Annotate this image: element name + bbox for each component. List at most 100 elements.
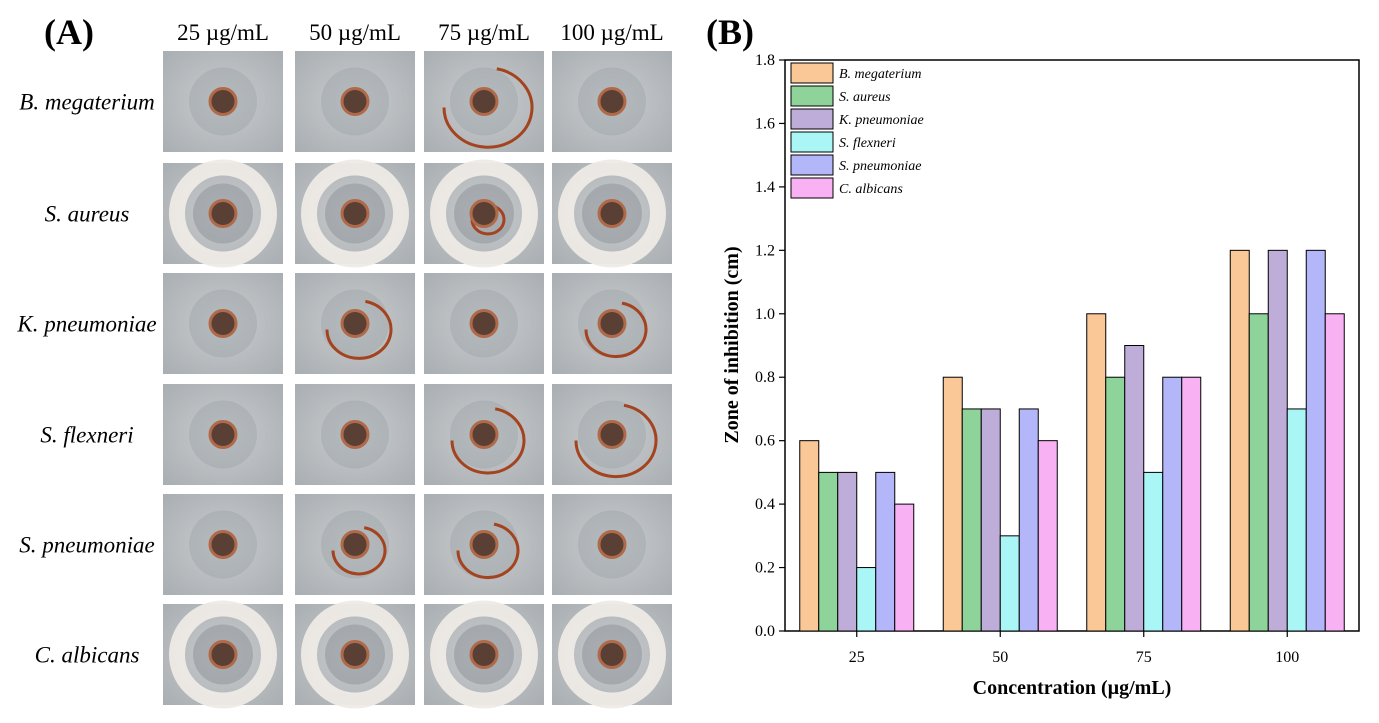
- sample-disc: [597, 420, 627, 449]
- legend-label: S. pneumoniae: [839, 159, 921, 174]
- plate-cell: [163, 159, 283, 268]
- row-label: K. pneumoniae: [16, 312, 156, 337]
- bar: [1286, 408, 1307, 632]
- legend-swatch: [790, 131, 834, 153]
- plot-frame: [784, 59, 1360, 632]
- bar: [1037, 440, 1058, 632]
- concentration-headers: 25 µg/mL 50 µg/mL 75 µg/mL 100 µg/mL: [177, 20, 664, 45]
- plate-cell: [163, 494, 283, 595]
- sample-disc: [469, 309, 499, 338]
- bar: [894, 503, 915, 632]
- legend-label: K. pneumoniae: [838, 113, 924, 128]
- y-tick-label: 1.2: [755, 242, 775, 259]
- bar: [875, 471, 896, 632]
- row-label: B. megaterium: [19, 90, 154, 115]
- plate-cell: [552, 273, 672, 374]
- legend-swatch: [790, 62, 834, 84]
- bar: [1181, 376, 1202, 632]
- sample-disc: [469, 420, 499, 449]
- legend-swatch: [790, 154, 834, 176]
- plate-cell: [424, 600, 544, 709]
- plate-cell: [552, 494, 672, 595]
- bar: [799, 440, 820, 632]
- sample-disc: [208, 420, 238, 449]
- organism-labels: B. megaterium S. aureus K. pneumoniae S. fl…: [16, 90, 156, 668]
- sample-disc: [597, 87, 627, 116]
- stain-ring: [584, 301, 648, 358]
- row-label: S. flexneri: [40, 423, 133, 448]
- sample-disc: [340, 309, 370, 338]
- sample-disc: [340, 420, 370, 449]
- bar: [1018, 408, 1039, 632]
- y-tick-label: 0.6: [755, 433, 775, 450]
- sample-disc: [208, 87, 238, 116]
- x-axis: 25 50 75 100: [849, 631, 1299, 666]
- stain-ring: [450, 407, 526, 475]
- panel-a: (A) 25 µg/mL 50 µg/mL 75 µg/mL 100 µg/mL B.…: [16, 12, 672, 709]
- sample-disc: [208, 640, 238, 669]
- sample-disc: [208, 199, 238, 228]
- bar: [999, 535, 1020, 632]
- x-tick-label: 25: [849, 649, 865, 666]
- plate-cell: [552, 600, 672, 709]
- sample-disc: [208, 309, 238, 338]
- inhibition-halo: [169, 159, 277, 268]
- legend-swatch: [790, 177, 834, 199]
- bar: [1248, 313, 1269, 632]
- row-label: S. pneumoniae: [19, 533, 154, 558]
- x-tick-label: 75: [1136, 649, 1152, 666]
- legend-label: B. megaterium: [839, 67, 921, 82]
- stain-ring: [574, 403, 658, 479]
- legend: B. megaterium S. aureus K. pneumoniae S. fl…: [790, 62, 924, 199]
- plate-cell: [424, 51, 544, 152]
- legend-label: S. aureus: [839, 90, 891, 105]
- sample-disc: [208, 530, 238, 559]
- x-tick-label: 100: [1275, 649, 1299, 666]
- legend-label: S. flexneri: [839, 136, 896, 151]
- row-label: S. aureus: [45, 202, 130, 227]
- bar: [818, 471, 839, 632]
- y-tick-label: 0.0: [755, 623, 775, 640]
- stain-ring: [470, 203, 506, 236]
- y-tick-label: 1.6: [755, 115, 775, 132]
- row-label: C. albicans: [35, 643, 140, 668]
- bar-series: [799, 249, 1345, 632]
- plate-cell: [295, 159, 415, 268]
- bar: [1086, 313, 1107, 632]
- panel-b: (B) 0.0 0.2 0.4 0.6 0.8 1.0 1.2 1.4 1.6 1.8 25 50 7…: [706, 12, 1360, 699]
- inhibition-halo: [301, 159, 409, 268]
- legend-swatch: [790, 85, 834, 107]
- sample-disc: [340, 199, 370, 228]
- stain-ring: [456, 522, 520, 579]
- stain-ring: [442, 67, 534, 149]
- plate-grid: [163, 51, 672, 709]
- plate-cell: [424, 159, 544, 268]
- sample-disc: [340, 87, 370, 116]
- bar: [1143, 471, 1164, 632]
- plate-cell: [552, 51, 672, 152]
- inhibition-halo: [301, 600, 409, 709]
- y-axis-title: Zone of inhibition (cm): [721, 246, 743, 443]
- inhibition-halo: [430, 159, 538, 268]
- sample-disc: [597, 199, 627, 228]
- y-tick-label: 1.8: [755, 52, 775, 69]
- panel-a-label: (A): [44, 12, 94, 52]
- sample-disc: [340, 640, 370, 669]
- sample-disc: [469, 199, 499, 228]
- plate-cell: [424, 273, 544, 374]
- bar: [1162, 376, 1183, 632]
- plate-cell: [295, 273, 415, 374]
- stain-ring: [331, 526, 387, 576]
- sample-disc: [469, 530, 499, 559]
- column-header: 50 µg/mL: [309, 20, 401, 45]
- column-header: 75 µg/mL: [438, 20, 530, 45]
- legend-label: C. albicans: [839, 182, 903, 197]
- bar: [980, 408, 1001, 632]
- bar: [1324, 313, 1345, 632]
- bar: [1124, 345, 1145, 632]
- plate-cell: [295, 51, 415, 152]
- y-tick-label: 1.4: [755, 179, 775, 196]
- sample-disc: [597, 640, 627, 669]
- legend-swatch: [790, 108, 834, 130]
- inhibition-halo: [558, 159, 666, 268]
